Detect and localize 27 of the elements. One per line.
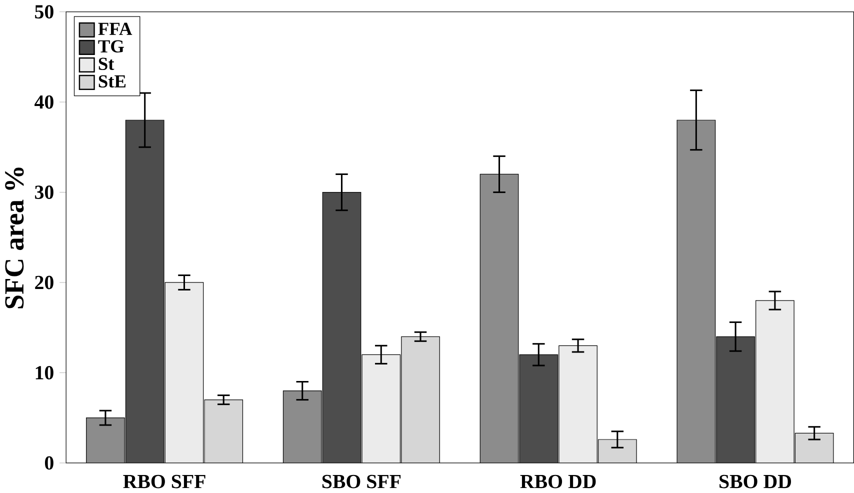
x-tick-label: SBO SFF xyxy=(322,474,401,488)
y-tick-label: 20 xyxy=(35,276,54,290)
bar xyxy=(756,300,794,463)
y-tick-label: 30 xyxy=(35,185,54,199)
bar xyxy=(598,439,637,463)
legend-label: StE xyxy=(98,75,126,88)
bar xyxy=(480,174,519,463)
y-axis-title: SFC area % xyxy=(5,167,24,308)
x-tick-label: SBO DD xyxy=(720,474,791,488)
bar xyxy=(86,417,125,463)
y-tick-label: 40 xyxy=(34,95,54,109)
bar xyxy=(676,120,716,463)
bar xyxy=(794,432,834,463)
bar xyxy=(164,282,204,463)
bar xyxy=(558,345,598,463)
x-tick-label: RBO SFF xyxy=(123,474,206,488)
y-tick-label: 10 xyxy=(36,366,54,380)
x-tick-label: RBO DD xyxy=(520,474,596,488)
legend-label: St xyxy=(98,58,114,70)
bar xyxy=(401,336,440,463)
legend-label: FFA xyxy=(98,22,132,35)
bar xyxy=(282,390,322,463)
y-tick-label: 0 xyxy=(44,456,54,470)
bar xyxy=(204,399,244,463)
y-tick-label: 50 xyxy=(35,4,54,18)
bar xyxy=(362,354,401,463)
legend-label: TG xyxy=(98,40,124,52)
